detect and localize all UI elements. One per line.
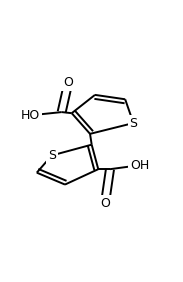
- Text: O: O: [63, 76, 73, 89]
- Text: S: S: [129, 116, 137, 129]
- Text: S: S: [48, 149, 56, 162]
- Text: HO: HO: [20, 109, 40, 122]
- Text: OH: OH: [130, 159, 150, 172]
- Text: O: O: [100, 197, 110, 210]
